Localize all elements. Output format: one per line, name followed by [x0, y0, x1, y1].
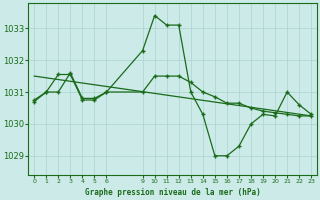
X-axis label: Graphe pression niveau de la mer (hPa): Graphe pression niveau de la mer (hPa)	[85, 188, 260, 197]
